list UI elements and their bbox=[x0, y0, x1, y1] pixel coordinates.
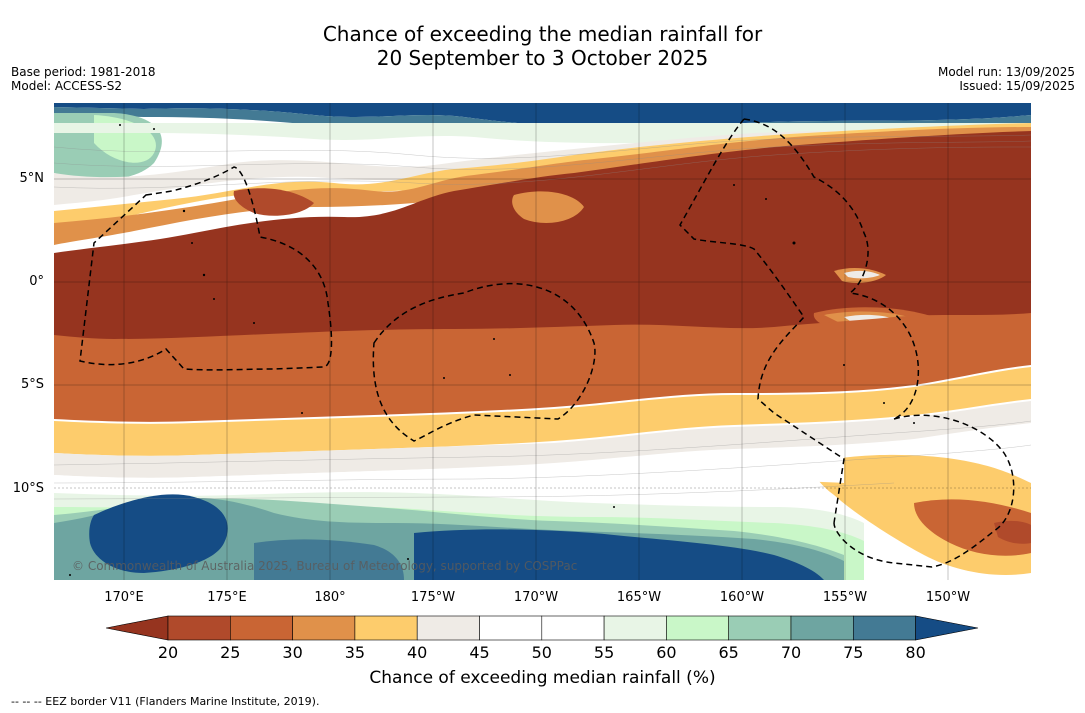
south-dry-30 bbox=[54, 313, 1031, 422]
dry-core-20 bbox=[54, 131, 1031, 341]
colorbar bbox=[106, 615, 979, 641]
title-line-2: 20 September to 3 October 2025 bbox=[376, 46, 709, 70]
colorbar-segment-35-40 bbox=[354, 615, 418, 641]
eez-line-islands bbox=[743, 118, 920, 420]
colorbar-tick-60: 60 bbox=[656, 643, 677, 662]
eez-borders bbox=[79, 118, 1015, 568]
lon-label-165w: 165°W bbox=[616, 590, 662, 605]
meta-right: Model run: 13/09/2025 Issued: 15/09/2025 bbox=[938, 65, 1075, 93]
colorbar-segment-45-50 bbox=[479, 615, 543, 641]
lon-label-175e: 175°E bbox=[207, 590, 247, 605]
lon-label-155w: 155°W bbox=[822, 590, 868, 605]
colorbar-tick-30: 30 bbox=[282, 643, 303, 662]
colorbar-tick-45: 45 bbox=[469, 643, 490, 662]
colorbar-segment-70-75 bbox=[790, 615, 854, 641]
colorbar-tick-20: 20 bbox=[157, 643, 179, 662]
colorbar-segment-75-80 bbox=[852, 615, 916, 641]
eez-kiribati-gilbert bbox=[79, 166, 333, 371]
colorbar-segment-30-35 bbox=[292, 615, 356, 641]
eez-line-islands-west bbox=[679, 118, 845, 524]
dry-patch-center-light bbox=[844, 270, 880, 279]
colorbar-tick-35: 35 bbox=[344, 643, 366, 662]
lon-label-180: 180° bbox=[314, 590, 346, 605]
colorbar-tick-65: 65 bbox=[718, 643, 739, 662]
colorbar-label: Chance of exceeding median rainfall (%) bbox=[369, 668, 716, 688]
north-deep-wet-band bbox=[54, 103, 1031, 129]
colorbar-segment-20-25 bbox=[167, 615, 231, 641]
contour-lines bbox=[54, 134, 1031, 500]
lon-label-150w: 150°W bbox=[925, 590, 971, 605]
south-dry-35 bbox=[54, 367, 1031, 456]
colorbar-tick-25: 25 bbox=[220, 643, 241, 662]
colorbar-segment-65-70 bbox=[728, 615, 792, 641]
colorbar-min-arrow bbox=[106, 615, 169, 641]
colorbar-segment-50-55 bbox=[541, 615, 605, 641]
island-dots bbox=[69, 124, 915, 576]
map-gridlines bbox=[54, 103, 1031, 580]
south-dry-30-east bbox=[914, 499, 1031, 556]
south-wet-75-mid bbox=[254, 539, 404, 580]
issued-date: Issued: 15/09/2025 bbox=[959, 79, 1075, 93]
colorbar-segment-55-60 bbox=[603, 615, 667, 641]
south-dry-25-east bbox=[994, 520, 1031, 544]
lat-label-5n: 5°N bbox=[19, 171, 45, 186]
colorbar-max-arrow bbox=[915, 615, 979, 641]
south-normal-band bbox=[54, 401, 1031, 478]
rainfall-map: © Commonwealth of Australia 2025, Bureau… bbox=[54, 103, 1031, 580]
eez-footnote: -- -- -- EEZ border V11 (Flanders Marine… bbox=[11, 695, 320, 708]
base-period: Base period: 1981-2018 bbox=[11, 65, 156, 79]
lat-label-10s: 10°S bbox=[12, 481, 44, 496]
colorbar-tick-75: 75 bbox=[843, 643, 864, 662]
map-title: Chance of exceeding the median rainfall … bbox=[0, 22, 1085, 70]
lon-label-175w: 175°W bbox=[410, 590, 456, 605]
lon-label-160w: 160°W bbox=[719, 590, 765, 605]
colorbar-tick-55: 55 bbox=[593, 643, 615, 662]
map-copyright: © Commonwealth of Australia 2025, Bureau… bbox=[72, 559, 577, 573]
eez-phoenix bbox=[372, 282, 596, 442]
colorbar-segment-40-45 bbox=[416, 615, 480, 641]
colorbar-tick-50: 50 bbox=[531, 643, 552, 662]
colorbar-tick-80: 80 bbox=[905, 643, 926, 662]
colorbar-segment-60-65 bbox=[666, 615, 730, 641]
colorbar-segments bbox=[106, 615, 979, 641]
lat-label-0: 0° bbox=[29, 274, 44, 289]
model-run: Model run: 13/09/2025 bbox=[937, 65, 1075, 79]
lat-label-5s: 5°S bbox=[20, 377, 44, 392]
dry-patch-north-2 bbox=[512, 191, 584, 223]
colorbar-segment-25-30 bbox=[230, 615, 293, 641]
lon-label-170e: 170°E bbox=[104, 590, 144, 605]
colorbar-tick-40: 40 bbox=[407, 643, 428, 662]
south-wet-80-east bbox=[414, 529, 824, 580]
colorbar-tick-70: 70 bbox=[780, 643, 802, 662]
south-wet-80-west bbox=[89, 494, 228, 573]
model-name: Model: ACCESS-S2 bbox=[11, 79, 123, 93]
title-line-1: Chance of exceeding the median rainfall … bbox=[322, 22, 763, 46]
meta-left: Base period: 1981-2018 Model: ACCESS-S2 bbox=[11, 65, 156, 93]
lon-label-170w: 170°W bbox=[513, 590, 559, 605]
